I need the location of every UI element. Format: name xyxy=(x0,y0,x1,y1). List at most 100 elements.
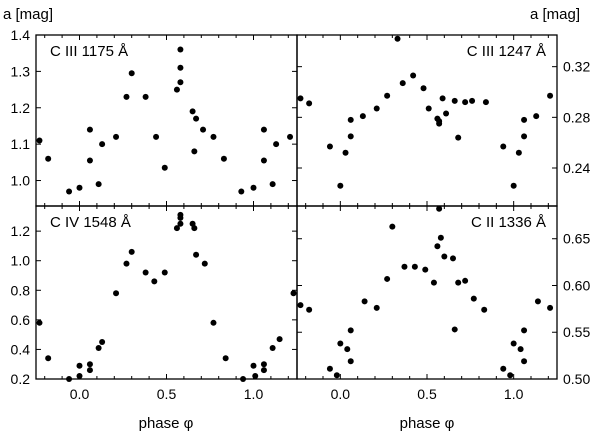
data-point xyxy=(297,302,304,309)
data-point xyxy=(273,141,280,148)
data-point xyxy=(326,143,333,150)
data-point xyxy=(500,143,507,150)
data-point xyxy=(260,361,267,368)
data-point xyxy=(220,155,227,162)
y-tick-label: 0.8 xyxy=(11,282,31,298)
x-axis-title-left: phase φ xyxy=(139,415,194,432)
data-point xyxy=(153,133,160,140)
data-point xyxy=(200,126,207,133)
data-point xyxy=(470,295,477,302)
panel-4: 0.50 0.55 0.60 0.65 0.0 0.5 1.0 C II 1336 Å xyxy=(296,205,590,402)
panel-title: C III 1175 Å xyxy=(50,43,128,60)
data-point xyxy=(347,133,354,140)
y-tick-label: 0.50 xyxy=(563,371,590,387)
data-point xyxy=(359,113,366,120)
y-tick-label: 1.1 xyxy=(11,136,31,152)
data-point xyxy=(86,126,93,133)
data-point xyxy=(521,116,528,123)
data-point xyxy=(394,35,401,42)
x-tick-label: 1.0 xyxy=(244,386,264,402)
data-point xyxy=(410,72,417,79)
data-point xyxy=(451,326,458,333)
data-point xyxy=(99,141,106,148)
y-tick-label: 0.4 xyxy=(11,341,31,357)
data-point xyxy=(500,365,507,372)
data-point xyxy=(347,358,354,365)
data-point xyxy=(521,133,528,140)
panel-title: C IV 1548 Å xyxy=(50,214,131,231)
y-tick-label: 1.0 xyxy=(11,253,31,269)
data-point xyxy=(191,225,198,232)
data-point xyxy=(177,79,184,86)
data-point xyxy=(76,362,83,369)
x-tick-label: 0.0 xyxy=(331,386,351,402)
y-tick-label: 0.28 xyxy=(563,109,590,125)
data-point xyxy=(260,157,267,164)
panel-frame xyxy=(296,34,558,207)
data-point xyxy=(210,319,217,326)
data-point xyxy=(434,243,441,250)
data-point xyxy=(260,367,267,374)
y-tick-label: 1.2 xyxy=(11,100,31,116)
data-point xyxy=(238,188,245,195)
panel-frame xyxy=(35,205,298,380)
data-point xyxy=(128,70,135,77)
data-point xyxy=(177,214,184,221)
data-point xyxy=(422,266,429,273)
data-point xyxy=(411,263,418,270)
data-point xyxy=(210,133,217,140)
data-point xyxy=(193,115,200,122)
data-point xyxy=(455,134,462,141)
data-point xyxy=(161,269,168,276)
data-point xyxy=(177,64,184,71)
data-point xyxy=(36,319,43,326)
data-point xyxy=(95,344,102,351)
data-point xyxy=(462,277,469,284)
data-point xyxy=(269,344,276,351)
data-point xyxy=(507,372,514,379)
panel-title: C II 1336 Å xyxy=(471,214,546,231)
data-point xyxy=(517,346,524,353)
data-point xyxy=(420,85,427,92)
data-point xyxy=(252,373,259,380)
data-point xyxy=(66,376,73,382)
panel-frame xyxy=(296,205,558,380)
data-point xyxy=(86,361,93,368)
data-point xyxy=(86,157,93,164)
data-point xyxy=(86,367,93,374)
data-point xyxy=(521,358,528,365)
data-point xyxy=(45,155,52,162)
data-point xyxy=(250,362,257,369)
data-point xyxy=(436,120,443,127)
x-tick-label: 1.0 xyxy=(504,386,524,402)
data-point xyxy=(333,372,340,379)
data-point xyxy=(189,108,196,115)
data-point xyxy=(177,46,184,53)
data-point xyxy=(201,260,208,267)
y-tick-label: 0.65 xyxy=(563,231,590,247)
panels-group: 1.0 1.1 1.2 1.3 1.4 C III 1175 Å 0.24 0.28 0.32 C… xyxy=(11,27,591,402)
x-tick-label: 0.0 xyxy=(70,386,90,402)
data-point xyxy=(347,327,354,334)
data-point xyxy=(173,225,180,232)
data-point xyxy=(326,365,333,372)
data-point xyxy=(142,93,149,100)
data-point xyxy=(384,275,391,282)
panel-2: 0.24 0.28 0.32 C III 1247 Å xyxy=(296,34,590,207)
y-tick-label: 1.3 xyxy=(11,63,31,79)
data-point xyxy=(342,149,349,156)
data-point xyxy=(173,86,180,93)
data-point xyxy=(437,234,444,241)
panel-frame xyxy=(35,34,298,207)
data-point xyxy=(389,223,396,230)
data-point xyxy=(123,260,130,267)
data-point xyxy=(337,182,344,189)
y-tick-label: 1.0 xyxy=(11,173,31,189)
data-point xyxy=(269,181,276,188)
data-point xyxy=(276,336,283,343)
data-point xyxy=(515,149,522,156)
data-point xyxy=(36,137,43,144)
x-tick-label: 0.5 xyxy=(157,386,177,402)
data-point xyxy=(306,306,313,313)
data-point xyxy=(482,99,489,106)
